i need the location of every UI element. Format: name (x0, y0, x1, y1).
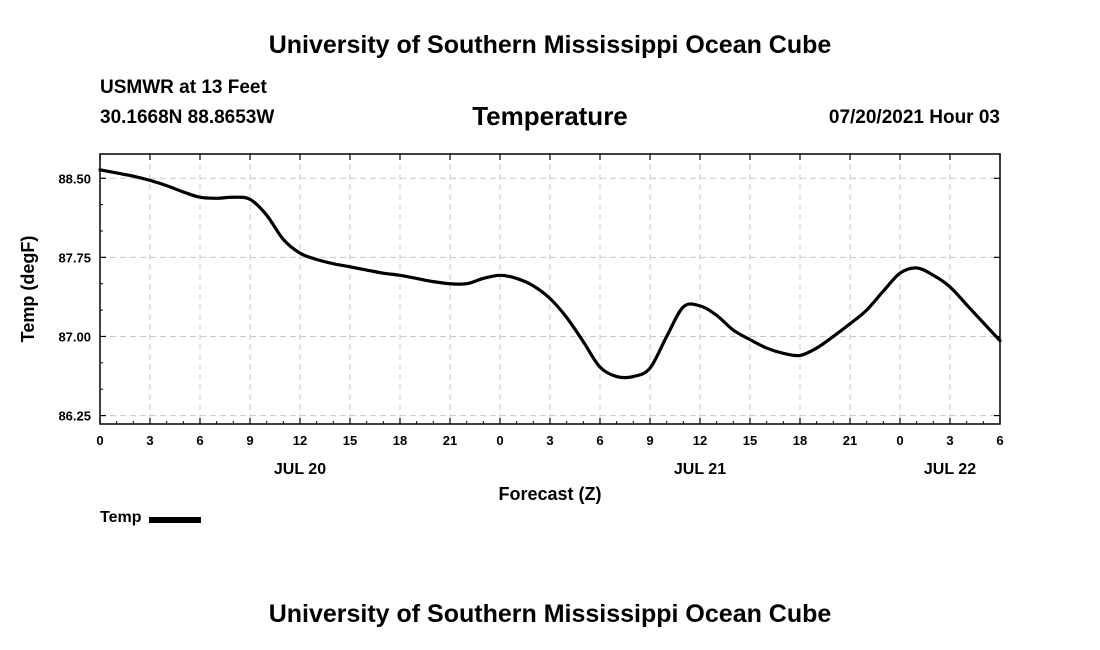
legend-swatch (149, 516, 202, 523)
x-tick-label: 6 (996, 433, 1003, 448)
axis-ticks: 0 3 6 9 12 15 18 21 0 3 6 9 12 15 18 21 0 3 6 JUL 20 JUL 21 J… (58, 154, 1004, 478)
date-label: JUL 21 (674, 461, 726, 478)
series-line-temp (98, 168, 1002, 380)
x-tick-label: 3 (146, 433, 153, 448)
x-tick-label: 3 (546, 433, 553, 448)
forecast-datetime: 07/20/2021 Hour 03 (828, 107, 1000, 128)
legend: Temp (100, 509, 202, 527)
y-tick-label: 87.75 (58, 250, 91, 265)
y-axis-label: Temp (degF) (18, 236, 38, 343)
x-tick-label: 15 (343, 433, 357, 448)
x-tick-label: 9 (646, 433, 653, 448)
chart-title: Temperature (472, 101, 628, 131)
x-tick-label: 21 (443, 433, 457, 448)
x-tick-label: 18 (793, 433, 807, 448)
x-tick-label: 21 (843, 433, 857, 448)
x-tick-label: 0 (96, 433, 103, 448)
series-layer (98, 168, 1002, 380)
x-tick-label: 12 (293, 433, 307, 448)
y-tick-label: 88.50 (58, 171, 91, 186)
x-tick-label: 6 (596, 433, 603, 448)
legend-label: Temp (100, 509, 142, 526)
x-tick-label: 18 (393, 433, 407, 448)
x-tick-label: 15 (743, 433, 757, 448)
x-tick-label: 0 (496, 433, 503, 448)
x-tick-label: 9 (246, 433, 253, 448)
x-axis-label: Forecast (Z) (498, 484, 601, 504)
y-tick-label: 86.25 (58, 409, 91, 424)
page-title: University of Southern Mississippi Ocean… (268, 31, 832, 59)
x-tick-label: 0 (896, 433, 903, 448)
date-label: JUL 22 (924, 461, 976, 478)
grid (100, 154, 1000, 424)
coordinates-label: 30.1668N 88.8653W (100, 107, 275, 128)
date-label: JUL 20 (274, 461, 326, 478)
y-tick-label: 87.00 (58, 329, 91, 344)
x-tick-label: 3 (946, 433, 953, 448)
footer-title: University of Southern Mississippi Ocean… (268, 600, 832, 628)
x-tick-label: 12 (693, 433, 707, 448)
x-tick-label: 6 (196, 433, 203, 448)
station-label: USMWR at 13 Feet (100, 77, 267, 98)
